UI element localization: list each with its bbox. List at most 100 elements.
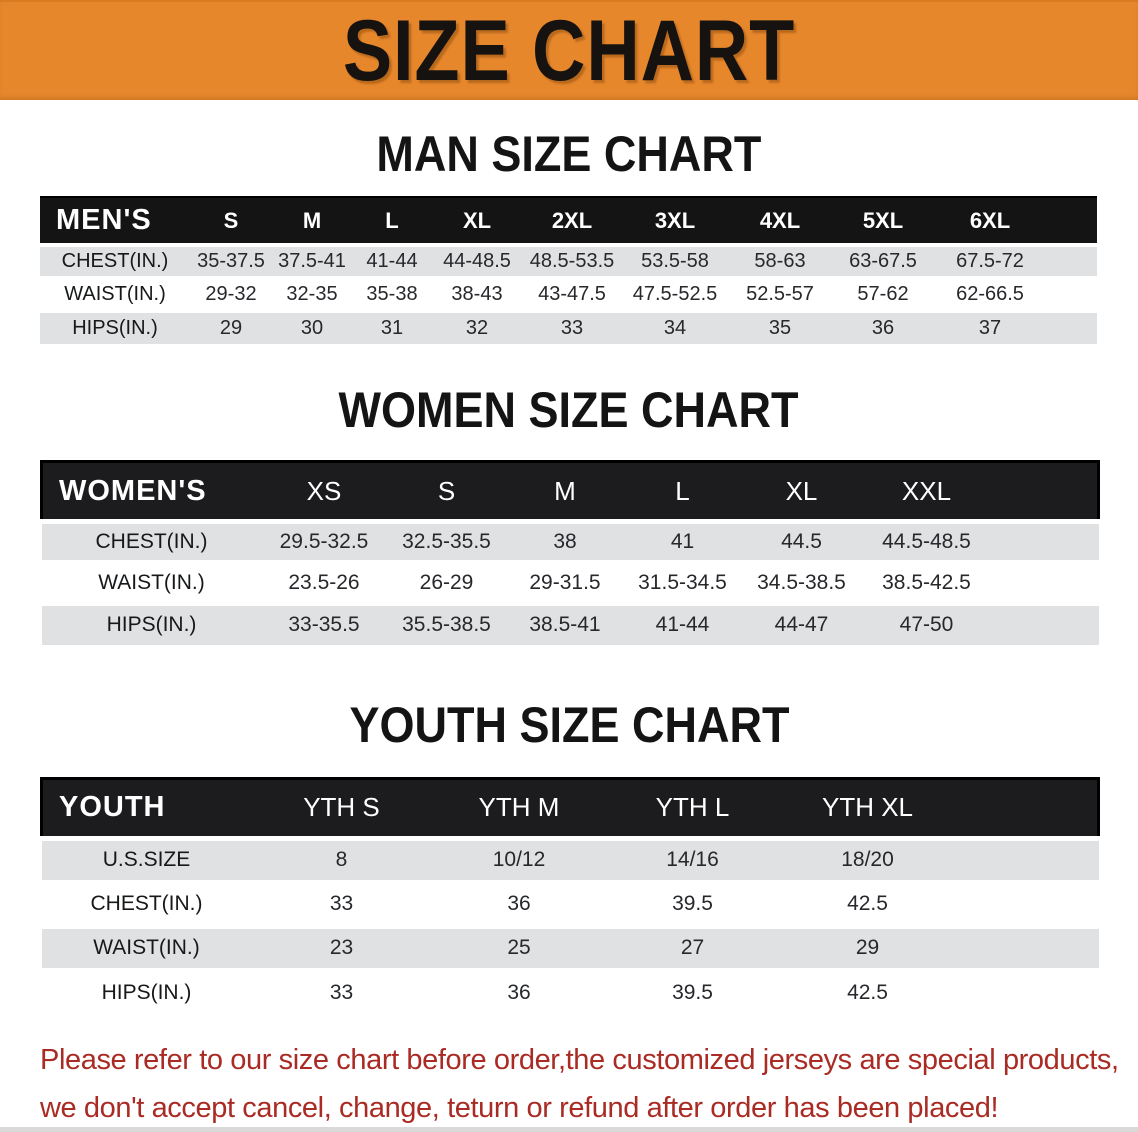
size-value-cell: 41-44 xyxy=(623,601,742,645)
size-column-header: XL xyxy=(432,196,522,245)
size-value-cell: 44-47 xyxy=(741,601,862,645)
women-header-bar: WOMEN'S XS S M L XL XXL xyxy=(40,460,1100,523)
size-column-header: XS xyxy=(261,460,387,523)
section-men: MAN SIZE CHART MEN'S S M L XL 2XL 3XL 4XL 5XL 6XL… xyxy=(0,126,1138,344)
filler-cell xyxy=(1046,196,1097,245)
size-value-cell: 35 xyxy=(728,309,832,344)
women-section-title: WOMEN SIZE CHART xyxy=(0,382,1138,438)
row-label: WAIST(IN.) xyxy=(40,276,190,311)
size-value-cell: 37 xyxy=(934,309,1046,344)
size-column-header: XL xyxy=(741,460,862,523)
size-value-cell: 29 xyxy=(190,309,272,344)
youth-header-bar: YOUTH YTH S YTH M YTH L YTH XL xyxy=(40,776,1100,840)
table-row: CHEST(IN.) 35-37.5 37.5-41 41-44 44-48.5 48.5… xyxy=(40,243,1097,278)
size-value-cell: 33 xyxy=(251,967,432,1014)
filler-cell xyxy=(956,967,1099,1014)
row-label: U.S.SIZE xyxy=(41,835,252,882)
size-value-cell: 42.5 xyxy=(778,879,957,926)
size-column-header: XXL xyxy=(861,460,992,523)
size-value-cell: 10/12 xyxy=(431,835,607,882)
size-value-cell: 38-43 xyxy=(432,276,522,311)
women-size-table: WOMEN'S XS S M L XL XXL CHEST(IN.) 29.5-32.5 32.5… xyxy=(40,460,1100,645)
size-column-header: M xyxy=(272,196,352,245)
filler-cell xyxy=(956,835,1099,882)
women-section-title-text: WOMEN SIZE CHART xyxy=(339,382,799,438)
section-women: WOMEN SIZE CHART WOMEN'S XS S M L XL XXL CHEST(… xyxy=(0,382,1138,645)
youth-corner-label: YOUTH xyxy=(40,776,252,840)
size-value-cell: 48.5-53.5 xyxy=(522,243,622,278)
youth-section-title-text: YOUTH SIZE CHART xyxy=(348,696,790,753)
size-value-cell: 38.5-42.5 xyxy=(861,560,992,604)
women-corner-label: WOMEN'S xyxy=(40,460,262,523)
row-label: CHEST(IN.) xyxy=(41,879,252,926)
filler-cell xyxy=(991,460,1100,523)
size-value-cell: 37.5-41 xyxy=(272,243,352,278)
size-value-cell: 29.5-32.5 xyxy=(261,519,387,563)
size-column-header: 6XL xyxy=(934,196,1046,245)
size-value-cell: 53.5-58 xyxy=(622,243,728,278)
size-value-cell: 36 xyxy=(431,967,607,1014)
filler-cell xyxy=(956,923,1099,970)
filler-cell xyxy=(956,776,1100,840)
table-row: HIPS(IN.) 33 36 39.5 42.5 xyxy=(41,967,1099,1014)
size-value-cell: 23.5-26 xyxy=(261,560,387,604)
size-column-header: YTH M xyxy=(431,776,607,840)
size-value-cell: 33 xyxy=(251,879,432,926)
size-value-cell: 32-35 xyxy=(272,276,352,311)
table-row: U.S.SIZE 8 10/12 14/16 18/20 xyxy=(41,835,1099,882)
size-column-header: 4XL xyxy=(728,196,832,245)
men-header-bar: MEN'S S M L XL 2XL 3XL 4XL 5XL 6XL xyxy=(40,196,1097,245)
filler-cell xyxy=(1046,243,1097,278)
size-chart-content: MAN SIZE CHART MEN'S S M L XL 2XL 3XL 4XL 5XL 6XL… xyxy=(0,126,1138,1014)
size-value-cell: 23 xyxy=(251,923,432,970)
table-row: HIPS(IN.) 29 30 31 32 33 34 35 36 37 xyxy=(40,309,1097,344)
size-value-cell: 29-32 xyxy=(190,276,272,311)
size-value-cell: 38 xyxy=(506,519,624,563)
size-value-cell: 8 xyxy=(251,835,432,882)
size-value-cell: 34.5-38.5 xyxy=(741,560,862,604)
size-value-cell: 30 xyxy=(272,309,352,344)
table-row: HIPS(IN.) 33-35.5 35.5-38.5 38.5-41 41-44 44-… xyxy=(41,601,1099,645)
size-value-cell: 31 xyxy=(352,309,432,344)
size-value-cell: 18/20 xyxy=(778,835,957,882)
men-size-table: MEN'S S M L XL 2XL 3XL 4XL 5XL 6XL CHEST(IN.) 35-37… xyxy=(40,196,1097,344)
size-value-cell: 57-62 xyxy=(832,276,934,311)
size-value-cell: 44.5 xyxy=(741,519,862,563)
size-value-cell: 47.5-52.5 xyxy=(622,276,728,311)
size-value-cell: 25 xyxy=(431,923,607,970)
size-column-header: 5XL xyxy=(832,196,934,245)
size-value-cell: 43-47.5 xyxy=(522,276,622,311)
size-value-cell: 47-50 xyxy=(861,601,992,645)
men-corner-label: MEN'S xyxy=(40,196,190,245)
banner-title: SIZE CHART xyxy=(342,3,796,99)
size-value-cell: 36 xyxy=(832,309,934,344)
size-value-cell: 39.5 xyxy=(606,967,779,1014)
row-label: CHEST(IN.) xyxy=(40,243,190,278)
table-row: WAIST(IN.) 23 25 27 29 xyxy=(41,923,1099,970)
size-value-cell: 26-29 xyxy=(386,560,507,604)
section-youth: YOUTH SIZE CHART YOUTH YTH S YTH M YTH L YTH… xyxy=(0,696,1138,1014)
banner: SIZE CHART xyxy=(0,0,1138,100)
size-value-cell: 35.5-38.5 xyxy=(386,601,507,645)
size-value-cell: 52.5-57 xyxy=(728,276,832,311)
row-label: WAIST(IN.) xyxy=(41,923,252,970)
size-value-cell: 41 xyxy=(623,519,742,563)
size-column-header: L xyxy=(352,196,432,245)
size-column-header: YTH XL xyxy=(778,776,957,840)
notice-line-1: Please refer to our size chart before or… xyxy=(40,1044,1119,1076)
size-value-cell: 14/16 xyxy=(606,835,779,882)
size-value-cell: 36 xyxy=(431,879,607,926)
size-column-header: M xyxy=(506,460,624,523)
table-row: WAIST(IN.) 23.5-26 26-29 29-31.5 31.5-34.5 34… xyxy=(41,560,1099,604)
filler-cell xyxy=(991,519,1099,563)
size-column-header: 2XL xyxy=(522,196,622,245)
bottom-edge-line xyxy=(0,1127,1138,1132)
size-value-cell: 33 xyxy=(522,309,622,344)
size-value-cell: 63-67.5 xyxy=(832,243,934,278)
table-row: CHEST(IN.) 33 36 39.5 42.5 xyxy=(41,879,1099,926)
size-column-header: S xyxy=(190,196,272,245)
size-value-cell: 29-31.5 xyxy=(506,560,624,604)
size-value-cell: 31.5-34.5 xyxy=(623,560,742,604)
size-value-cell: 35-38 xyxy=(352,276,432,311)
size-value-cell: 41-44 xyxy=(352,243,432,278)
